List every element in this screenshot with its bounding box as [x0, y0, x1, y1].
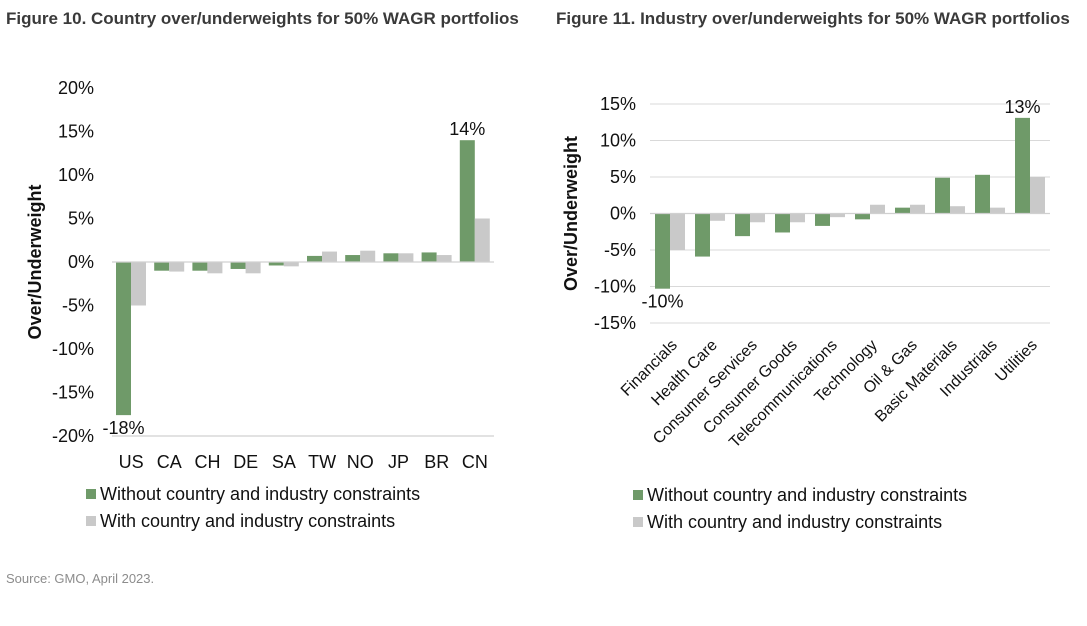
- y-tick-label: 0%: [68, 252, 94, 272]
- data-label-us: -18%: [102, 418, 144, 438]
- bar-with-br: [436, 255, 452, 262]
- bar-with-cn: [474, 218, 490, 262]
- y-tick-label: 15%: [58, 122, 94, 142]
- category-label-us: US: [119, 452, 144, 472]
- bar-with-de: [245, 262, 261, 274]
- category-label-no: NO: [347, 452, 374, 472]
- bar-without-ca: [154, 262, 170, 271]
- bar-without-health-care: [695, 213, 710, 257]
- y-tick-label: -5%: [62, 296, 94, 316]
- y-tick-label: 10%: [58, 165, 94, 185]
- y-axis-label: Over/Underweight: [561, 136, 581, 291]
- bar-with-health-care: [710, 213, 725, 221]
- legend-swatch-without: [633, 490, 643, 500]
- category-label-utilities: Utilities: [992, 337, 1040, 385]
- bar-without-consumer-services: [735, 213, 750, 237]
- y-tick-label: -10%: [52, 339, 94, 359]
- bar-without-basic-materials: [935, 177, 950, 214]
- bar-with-consumer-goods: [790, 213, 805, 223]
- category-label-tw: TW: [308, 452, 336, 472]
- y-tick-label: 5%: [68, 209, 94, 229]
- bar-without-us: [116, 262, 131, 416]
- category-label-br: BR: [424, 452, 449, 472]
- bar-with-financials: [670, 213, 685, 250]
- y-tick-label: -10%: [594, 277, 636, 297]
- bar-without-technology: [855, 213, 870, 220]
- legend-label-without: Without country and industry constraints: [647, 485, 967, 505]
- legend-label-without: Without country and industry constraints: [100, 484, 420, 504]
- y-tick-label: 10%: [600, 131, 636, 151]
- bar-without-oil-gas: [895, 207, 910, 214]
- legend-swatch-with: [633, 517, 643, 527]
- legend-swatch-with: [86, 516, 96, 526]
- category-label-jp: JP: [388, 452, 409, 472]
- bar-with-oil-gas: [910, 204, 925, 214]
- y-axis-label: Over/Underweight: [25, 184, 45, 339]
- bar-with-jp: [398, 253, 414, 262]
- y-tick-label: -20%: [52, 426, 94, 446]
- bar-with-sa: [283, 262, 299, 267]
- category-label-ch: CH: [195, 452, 221, 472]
- category-label-sa: SA: [272, 452, 296, 472]
- bar-with-ca: [169, 262, 185, 272]
- source-note: Source: GMO, April 2023.: [6, 571, 155, 586]
- bar-without-br: [421, 252, 437, 262]
- bar-without-consumer-goods: [775, 213, 790, 233]
- bar-without-tw: [307, 255, 322, 262]
- y-tick-label: 5%: [610, 167, 636, 187]
- bar-without-industrials: [975, 174, 990, 214]
- figure-10-title: Figure 10. Country over/underweights for…: [6, 9, 519, 28]
- figure-11-title: Figure 11. Industry over/underweights fo…: [556, 9, 1070, 28]
- y-tick-label: -15%: [52, 383, 94, 403]
- bar-with-telecommunications: [830, 213, 845, 218]
- bar-without-telecommunications: [815, 213, 830, 226]
- legend-label-with: With country and industry constraints: [647, 512, 942, 532]
- bar-without-de: [230, 262, 246, 269]
- bar-with-tw: [322, 251, 337, 262]
- bar-with-us: [131, 262, 146, 306]
- bar-with-no: [360, 250, 376, 262]
- bar-without-ch: [192, 262, 208, 271]
- bar-without-financials: [655, 213, 670, 289]
- industry-chart: 15%10%5%0%-5%-10%-15%Over/UnderweightFin…: [561, 94, 1050, 532]
- bar-without-no: [345, 255, 361, 262]
- bar-without-utilities: [1015, 117, 1030, 214]
- category-label-cn: CN: [462, 452, 488, 472]
- bar-without-cn: [459, 140, 475, 262]
- data-label-cn: 14%: [449, 119, 485, 139]
- bar-with-technology: [870, 204, 885, 214]
- y-tick-label: 15%: [600, 94, 636, 114]
- y-tick-label: 0%: [610, 204, 636, 224]
- bar-with-ch: [207, 262, 223, 274]
- y-tick-label: 20%: [58, 78, 94, 98]
- bar-with-consumer-services: [750, 213, 765, 223]
- category-label-de: DE: [233, 452, 258, 472]
- legend-label-with: With country and industry constraints: [100, 511, 395, 531]
- legend-swatch-without: [86, 489, 96, 499]
- bar-with-industrials: [990, 207, 1005, 214]
- data-label-utilities: 13%: [1004, 97, 1040, 117]
- bar-without-sa: [268, 262, 284, 266]
- bar-with-basic-materials: [950, 206, 965, 214]
- bar-with-utilities: [1030, 177, 1045, 214]
- category-label-ca: CA: [157, 452, 182, 472]
- country-chart: 20% 15% 10% 5% 0% -5% -10% -15% -20% Over/Underwe…: [25, 78, 494, 531]
- y-tick-label: -5%: [604, 240, 636, 260]
- y-tick-label: -15%: [594, 313, 636, 333]
- data-label-financials: -10%: [641, 292, 683, 312]
- bar-without-jp: [383, 253, 399, 262]
